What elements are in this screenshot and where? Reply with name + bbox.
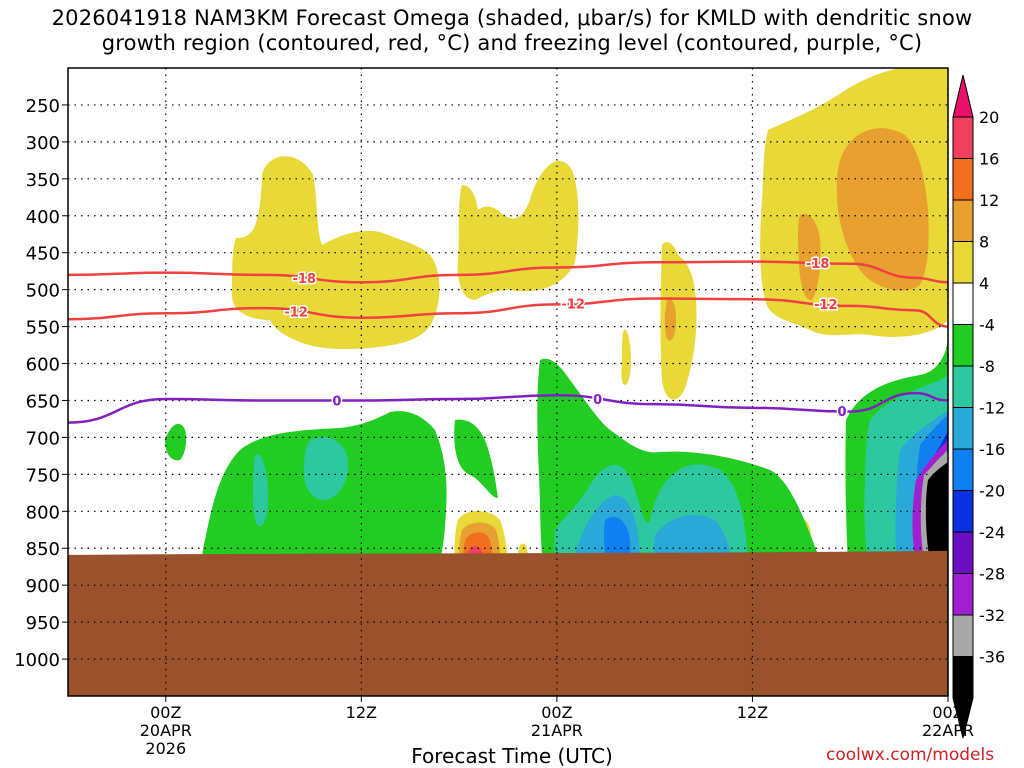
colorbar-swatch: [952, 158, 974, 201]
y-tick-label: 350: [26, 170, 60, 191]
colorbar-label: -12: [979, 399, 1005, 418]
contour-line: [67, 260, 949, 284]
colorbar-swatch: [952, 324, 974, 367]
omega-region-positive-4: [621, 329, 631, 385]
colorbar-top-arrow: [952, 74, 974, 118]
colorbar-swatch: [952, 614, 974, 657]
y-tick-label: 750: [26, 465, 60, 486]
colorbar-swatch: [952, 116, 974, 159]
x-tick-label: 20APR: [140, 721, 192, 740]
colorbar-label: -4: [979, 316, 995, 335]
contour-label: -18: [293, 272, 317, 287]
omega-region-positive-8: [836, 128, 929, 291]
colorbar-label: 16: [979, 150, 999, 169]
colorbar-label: 4: [979, 274, 989, 293]
colorbar-label: -28: [979, 565, 1005, 584]
x-tick-label: 00Z: [541, 703, 572, 722]
omega-region-positive-8: [798, 213, 821, 301]
colorbar-label: -32: [979, 606, 1005, 625]
colorbar-swatch: [952, 490, 974, 533]
x-tick-label: 12Z: [737, 703, 768, 722]
colorbar-bottom-arrow: [952, 697, 974, 739]
omega-region-negative-8: [303, 436, 349, 500]
omega-region-negative-36: [925, 462, 948, 575]
colorbar-label: -8: [979, 357, 995, 376]
contour-label: -18: [806, 257, 830, 272]
x-tick-label: 12Z: [346, 703, 377, 722]
colorbar-label: -16: [979, 440, 1005, 459]
contour-label: -12: [814, 298, 838, 313]
omega-region-positive-8: [664, 299, 676, 341]
y-tick-label: 550: [26, 318, 60, 339]
contour-line: [67, 297, 949, 328]
colorbar-swatch: [952, 199, 974, 242]
y-tick-label: 950: [26, 613, 60, 634]
colorbar-label: -20: [979, 482, 1005, 501]
colorbar-swatch: [952, 282, 974, 325]
y-tick-label: 400: [26, 207, 60, 228]
colorbar-label: 8: [979, 233, 989, 252]
colorbar-swatch: [952, 656, 974, 699]
contour-label: 0: [838, 405, 847, 420]
plot-frame: [67, 67, 949, 697]
colorbar-swatch: [952, 573, 974, 616]
y-tick-label: 1000: [14, 650, 60, 671]
temperature-contours: -18 -18 -12 -12 -12 0 0 0: [67, 256, 949, 424]
omega-region-negative-4: [454, 419, 498, 498]
colorbar-label: -24: [979, 523, 1005, 542]
colorbar-swatch: [952, 448, 974, 491]
colorbar-swatch: [952, 241, 974, 284]
terrain-below-surface: [68, 550, 949, 696]
y-tick-label: 600: [26, 355, 60, 376]
colorbar-swatch: [952, 531, 974, 574]
contour-label: 0: [332, 394, 341, 409]
x-tick-label: 00Z: [150, 703, 181, 722]
y-tick-label: 900: [26, 576, 60, 597]
y-tick-label: 650: [26, 391, 60, 412]
contour-label: 0: [593, 393, 602, 408]
y-tick-label: 850: [26, 539, 60, 560]
contour-line: [67, 391, 949, 424]
x-tick-label: 2026: [145, 739, 186, 758]
y-tick-label: 450: [26, 244, 60, 265]
colorbar-label: 12: [979, 191, 999, 210]
y-tick-label: 300: [26, 133, 60, 154]
omega-region-negative-8: [252, 454, 268, 527]
omega-shaded-field: [79, 68, 948, 615]
contour-label: -12: [284, 305, 308, 320]
terrain-fill: [68, 550, 948, 696]
colorbar-swatch: [952, 407, 974, 450]
y-axis: 250 300 350 400 450 500 550 600 650 700 750 800 850 9…: [14, 96, 68, 671]
colorbar-label: -36: [979, 648, 1005, 667]
omega-region-negative-4: [165, 423, 187, 461]
chart-title-line2: growth region (contoured, red, °C) and f…: [101, 31, 923, 55]
y-tick-label: 700: [26, 428, 60, 449]
omega-region-positive-4: [660, 242, 697, 400]
contour-label: -12: [561, 297, 585, 312]
chart-title-line1: 2026041918 NAM3KM Forecast Omega (shaded…: [51, 6, 973, 30]
omega-region-positive-4: [457, 161, 579, 300]
y-tick-label: 800: [26, 502, 60, 523]
x-tick-label: 21APR: [531, 721, 583, 740]
colorbar: 20 16 12 8 4 -4 -8 -12 -16 -20 -24 -28 -32 -36: [952, 74, 1005, 739]
colorbar-swatch: [952, 365, 974, 408]
y-tick-label: 500: [26, 281, 60, 302]
credit-text: coolwx.com/models: [826, 745, 995, 765]
x-axis-label: Forecast Time (UTC): [411, 744, 613, 768]
y-tick-label: 250: [26, 96, 60, 117]
colorbar-label: 20: [979, 108, 999, 127]
